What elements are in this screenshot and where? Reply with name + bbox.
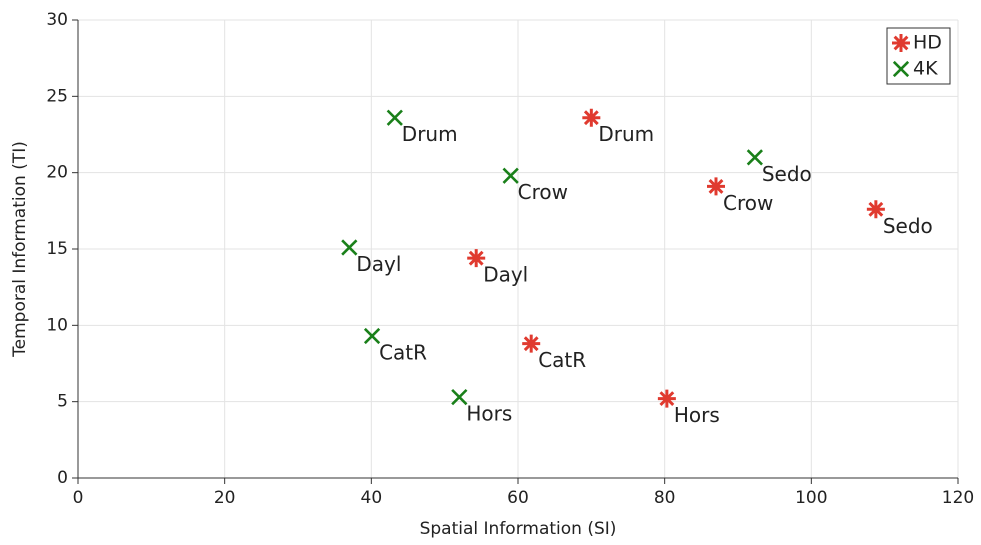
scatter-marker: [746, 149, 763, 166]
point-label: CatR: [538, 348, 586, 372]
y-tick-label: 5: [57, 392, 68, 412]
y-tick-label: 0: [57, 468, 68, 488]
legend-box: [886, 27, 951, 85]
point-label: Dayl: [483, 263, 528, 287]
x-tick-label: 20: [214, 488, 236, 508]
scatter-marker: [341, 239, 358, 256]
y-tick-label: 30: [46, 10, 68, 30]
x-tick-label: 100: [795, 488, 827, 508]
legend-marker: [892, 34, 910, 52]
y-tick-label: 15: [46, 239, 68, 259]
x-axis-label: Spatial Information (SI): [420, 519, 617, 539]
point-label: Hors: [466, 402, 512, 426]
point-label: Dayl: [356, 252, 401, 276]
x-tick-label: 0: [73, 488, 84, 508]
scatter-marker: [522, 334, 541, 353]
point-label: Crow: [518, 180, 568, 204]
point-label: Drum: [598, 122, 654, 146]
legend-marker: [892, 60, 910, 78]
x-tick-label: 60: [507, 488, 529, 508]
x-tick-label: 40: [361, 488, 383, 508]
scatter-marker: [386, 109, 403, 126]
point-label: Hors: [674, 403, 720, 427]
scatter-marker: [467, 249, 486, 268]
y-tick-label: 10: [46, 315, 68, 335]
scatter-marker: [866, 200, 885, 219]
y-tick-label: 20: [46, 163, 68, 183]
point-label: CatR: [379, 341, 427, 365]
y-axis-label: Temporal Information (TI): [10, 141, 30, 358]
y-tick-label: 25: [46, 86, 68, 106]
point-label: Drum: [402, 122, 458, 146]
scatter-marker: [363, 327, 381, 345]
x-tick-label: 120: [942, 488, 974, 508]
legend-label: HD: [913, 32, 942, 54]
scatter-marker: [451, 388, 468, 406]
point-label: Sedo: [762, 162, 812, 186]
scatter-marker: [657, 389, 676, 408]
x-tick-label: 80: [654, 488, 676, 508]
scatter-marker: [582, 108, 601, 127]
point-label: Sedo: [883, 214, 933, 238]
scatter-marker: [707, 177, 725, 196]
scatter-marker: [502, 167, 519, 184]
point-label: Crow: [723, 191, 773, 215]
legend-label: 4K: [913, 58, 938, 80]
